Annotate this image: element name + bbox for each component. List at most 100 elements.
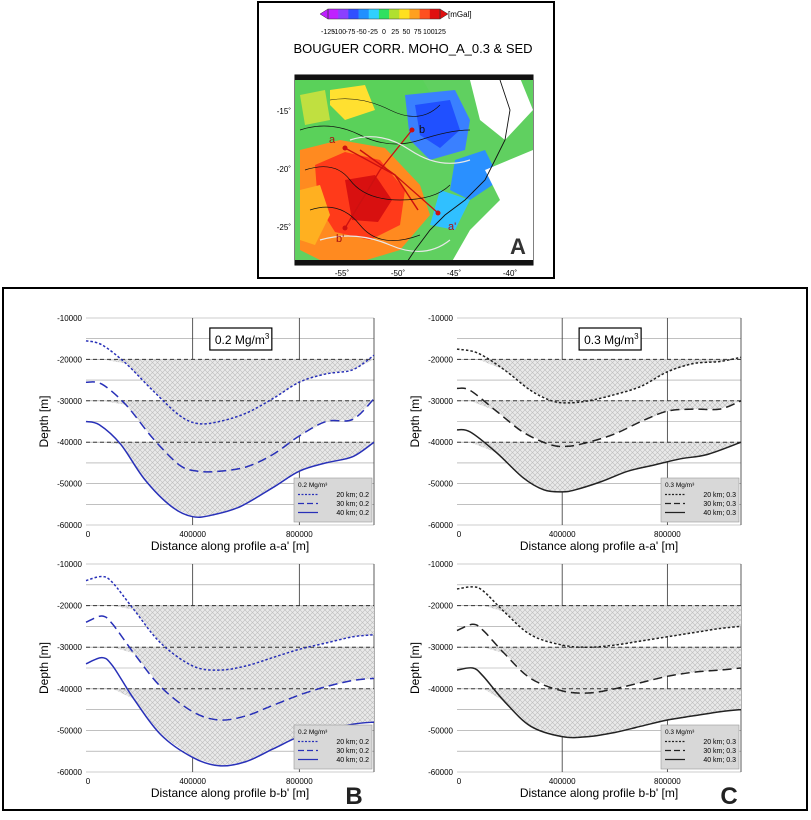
map-lat-label: -20˚ [277,165,292,174]
legend-label: 40 km; 0.2 [336,510,369,517]
colorbar-swatch [389,9,400,19]
legend-label: 30 km; 0.3 [703,501,736,508]
colorbar-tick-label: 0 [382,29,386,36]
profile-point-a-prime [435,210,441,216]
y-tick-label: -40000 [428,438,453,447]
series-line [456,586,742,648]
legend-label: 30 km; 0.2 [336,748,369,755]
y-tick-label: -20000 [428,602,453,611]
hatched-area [470,400,741,447]
profile-label-a-prime: a' [448,221,456,233]
legend-label: 20 km; 0.3 [703,492,736,499]
profile-label-b-prime: b' [336,233,344,245]
colorbar-swatch [399,9,410,19]
series-line [456,623,742,694]
chart-panels-frame [2,287,808,811]
profile-label-b: b [419,124,425,136]
legend-title: 0.2 Mg/m³ [298,729,328,736]
colorbar-tick-label: 75 [414,29,422,36]
hatched-area [112,688,374,766]
legend-box [293,724,373,770]
map-lon-label: -40˚ [503,269,518,278]
legend-box [660,477,740,523]
hatched-area [112,647,374,720]
legend-label: 20 km; 0.2 [336,492,369,499]
x-axis-label: Distance along profile b-b' [m] [151,786,309,800]
hatched-area [483,605,741,648]
y-tick-label: -50000 [428,726,453,735]
series-line [85,615,375,721]
legend-box [660,724,740,770]
colorbar-tick-label: 25 [391,29,399,36]
colorbar-tick-label: -75 [345,29,355,36]
colorbar-tick-label: -125 [321,29,335,36]
legend-label: 20 km; 0.2 [336,739,369,746]
y-tick-label: -40000 [57,685,82,694]
legend-label: 30 km; 0.3 [703,748,736,755]
profile-charts: -10000 -20000 -30000 -40000 -50000 -60000 0 400… [37,314,742,800]
legend-box [293,477,373,523]
x-tick-label: 800000 [286,777,313,786]
y-tick-label: -40000 [57,438,82,447]
profile-point-b [409,127,415,133]
legend: 0.2 Mg/m³ 20 km; 0.2 30 km; 0.2 40 km; 0.2 [293,477,373,523]
legend-label: 40 km; 0.3 [703,757,736,764]
legend: 0.2 Mg/m³ 20 km; 0.2 30 km; 0.2 40 km; 0.2 [293,724,373,770]
profile-label-a: a [329,134,336,146]
profile-point-b-prime [342,225,348,231]
y-tick-label: -60000 [428,521,453,530]
profile-chart-2: -10000 -20000 -30000 -40000 -50000 -60000 0 400… [408,314,742,553]
colorbar-tick-label: 100 [423,29,435,36]
panel-letter-a: A [510,234,526,259]
colorbar-swatch [348,9,359,19]
x-tick-label: 800000 [286,530,313,539]
series-line [456,387,742,448]
series-line [85,381,375,473]
x-tick-label: 0 [86,777,91,786]
y-tick-label: -10000 [428,314,453,323]
colorbar-tick-label: -50 [357,29,367,36]
colorbar-tick-label: 125 [434,29,446,36]
y-tick-label: -20000 [428,355,453,364]
legend-title: 0.3 Mg/m³ [665,729,695,736]
map-title: BOUGUER CORR. MOHO_A_0.3 & SED [293,41,532,56]
y-tick-label: -10000 [428,560,453,569]
density-label: 0.2 Mg/m3 [215,332,270,347]
y-tick-label: -10000 [57,560,82,569]
map-lat-label: -15˚ [277,107,292,116]
hatched-area [478,359,741,403]
profile-point-a [342,145,348,151]
colorbar-swatch [338,9,349,19]
series-line [456,667,742,739]
y-axis-label: Depth [m] [37,395,51,447]
colorbar-outline [327,8,441,20]
colorbar-swatch [368,9,380,19]
x-tick-label: 800000 [654,530,681,539]
x-tick-label: 0 [457,530,462,539]
y-axis-label: Depth [m] [408,642,422,694]
x-tick-label: 400000 [179,530,206,539]
profile-chart-4: -10000 -20000 -30000 -40000 -50000 -60000 0 400… [408,560,742,800]
x-axis-label: Distance along profile a-a' [m] [520,539,678,553]
series-line [85,575,375,671]
x-tick-label: 400000 [179,777,206,786]
colorbar-swatch [328,9,339,19]
y-tick-label: -60000 [428,768,453,777]
x-axis-label: Distance along profile b-b' [m] [520,786,678,800]
x-tick-label: 800000 [654,777,681,786]
y-tick-label: -60000 [57,521,82,530]
hatched-area [99,442,375,517]
y-axis-label: Depth [m] [37,642,51,694]
map-lon-label: -55˚ [335,269,350,278]
legend-title: 0.2 Mg/m³ [298,482,328,489]
y-axis-label: Depth [m] [408,395,422,447]
colorbar: -125-100 -75 -50 -25 0 25 50 75 100 125 [319,8,449,36]
y-tick-label: -60000 [57,768,82,777]
panel-letter-b: B [345,783,362,810]
map-axis-labels: -15˚ -20˚ -25˚ -55˚ -50˚ -45˚ -40˚ [277,107,518,278]
colorbar-swatch [429,9,441,19]
profile-chart-3: -10000 -20000 -30000 -40000 -50000 -60000 0 400… [37,560,375,800]
colorbar-unit: [mGal] [448,10,472,19]
legend-label: 40 km; 0.2 [336,757,369,764]
